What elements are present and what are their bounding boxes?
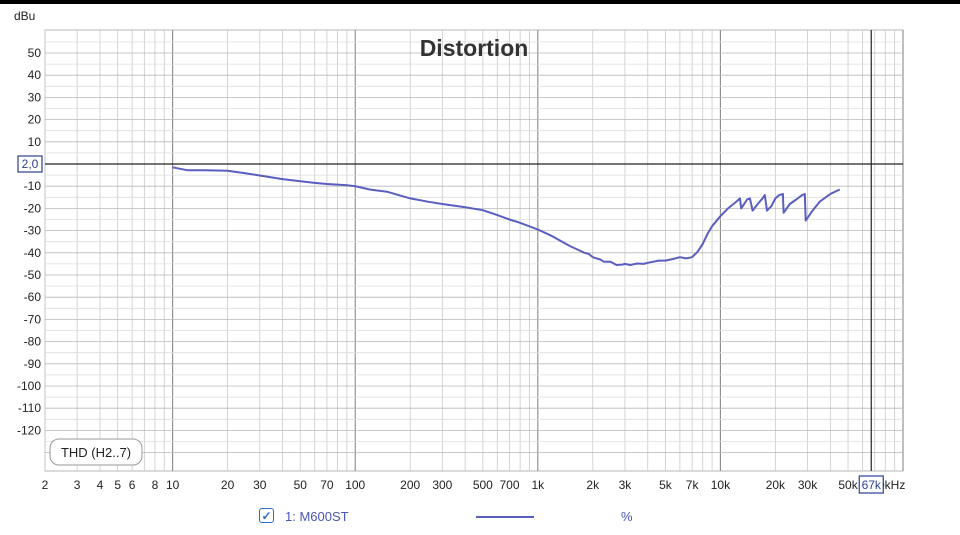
- chart-title: Distortion: [420, 35, 529, 61]
- y-tick-label: -70: [24, 312, 42, 326]
- x-tick-label: 6: [129, 478, 136, 492]
- legend-series-unit: %: [621, 508, 633, 524]
- y-tick-label: -30: [24, 224, 42, 238]
- annotation-text: THD (H2..7): [61, 445, 131, 460]
- x-tick-label: 700: [500, 478, 520, 492]
- x-tick-label: 30: [253, 478, 267, 492]
- x-tick-label: 4: [97, 478, 104, 492]
- x-tick-label: 20: [221, 478, 235, 492]
- y-cursor-label: 2,0: [17, 155, 43, 173]
- y-tick-label: 20: [28, 113, 42, 127]
- x-tick-label: 10k: [711, 478, 731, 492]
- checkmark-icon: ✓: [261, 508, 272, 523]
- y-tick-label: 30: [28, 90, 42, 104]
- y-cursor-label-text: 2,0: [22, 157, 39, 171]
- x-tick-label: 3k: [619, 478, 633, 492]
- x-tick-label: 500: [473, 478, 493, 492]
- y-tick-label: 10: [28, 135, 42, 149]
- x-tick-label: 30k: [798, 478, 818, 492]
- x-tick-label: 70: [320, 478, 334, 492]
- x-tick-label: 7k: [686, 478, 700, 492]
- x-tick-label: 2k: [586, 478, 600, 492]
- top-border: [0, 0, 960, 4]
- x-tick-label: 1k: [531, 478, 545, 492]
- x-cursor-label-box: [858, 475, 884, 494]
- y-axis-unit: dBu: [14, 9, 35, 23]
- y-tick-label: -100: [17, 379, 41, 393]
- x-tick-label: 50k: [838, 478, 858, 492]
- x-tick-label: 2: [42, 478, 49, 492]
- plot-area: [44, 29, 904, 472]
- x-tick-label: 8: [152, 478, 159, 492]
- x-tick-label: 20k: [766, 478, 786, 492]
- x-tick-label: 3: [74, 478, 81, 492]
- annotation: THD (H2..7): [49, 438, 143, 466]
- x-tick-label: 5k: [659, 478, 673, 492]
- series-line-m600st: [172, 166, 841, 266]
- grid: [44, 29, 904, 472]
- annotation-box: [49, 438, 143, 466]
- y-tick-label: -50: [24, 268, 42, 282]
- y-tick-label: -60: [24, 290, 42, 304]
- y-tick-label: -10: [24, 179, 42, 193]
- y-tick-label: -120: [17, 423, 41, 437]
- x-cursor-label: 67k: [858, 475, 884, 494]
- x-tick-label: 5: [114, 478, 121, 492]
- legend-series-name[interactable]: 1: M600ST: [285, 508, 349, 524]
- y-tick-label: 40: [28, 68, 42, 82]
- y-tick-label: 50: [28, 46, 42, 60]
- y-tick-label: -40: [24, 246, 42, 260]
- series-visibility-checkbox[interactable]: ✓: [259, 508, 274, 523]
- x-tick-label: 10: [166, 478, 180, 492]
- y-tick-label: -80: [24, 335, 42, 349]
- y-cursor-label-box: [17, 155, 43, 173]
- x-tick-label: 100: [345, 478, 365, 492]
- x-tick-label: 200: [400, 478, 420, 492]
- y-tick-label: -90: [24, 357, 42, 371]
- x-cursor-label-text: 67k: [862, 478, 882, 492]
- x-tick-label: 300: [432, 478, 452, 492]
- y-tick-label: -20: [24, 201, 42, 215]
- y-tick-label: -110: [18, 401, 41, 415]
- x-tick-label: 50: [294, 478, 308, 492]
- legend-series-swatch: [476, 516, 534, 518]
